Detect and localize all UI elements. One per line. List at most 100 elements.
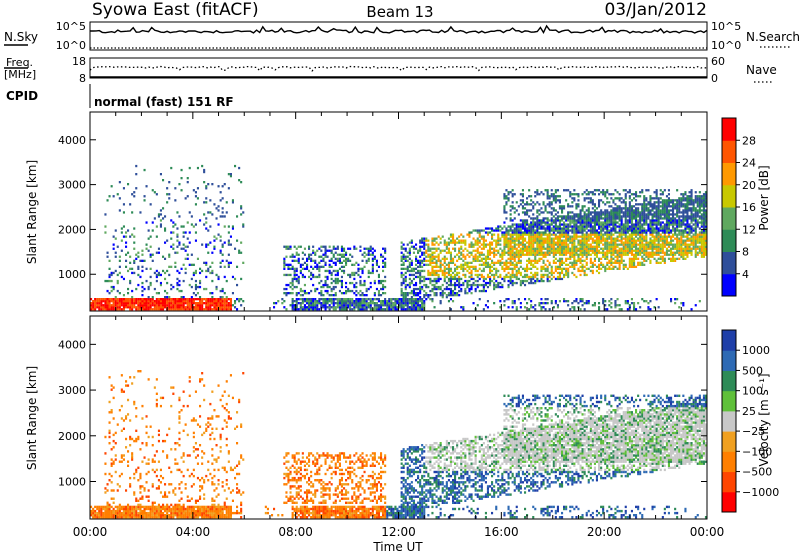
heatmap-cell bbox=[149, 283, 152, 287]
heatmap-cell bbox=[427, 277, 430, 281]
heatmap-cell bbox=[542, 275, 545, 279]
heatmap-cell bbox=[501, 257, 504, 260]
heatmap-cell bbox=[145, 221, 148, 224]
heatmap-cell bbox=[521, 241, 524, 244]
heatmap-cell bbox=[318, 267, 321, 270]
heatmap-cell bbox=[355, 271, 358, 275]
heatmap-cell bbox=[659, 233, 662, 236]
heatmap-cell bbox=[606, 201, 609, 204]
heatmap-cell bbox=[595, 249, 598, 252]
heatmap-cell bbox=[454, 255, 457, 258]
heatmap-cell bbox=[478, 267, 481, 270]
heatmap-cell bbox=[544, 233, 547, 236]
heatmap-cell bbox=[540, 257, 543, 260]
heatmap-cell bbox=[402, 292, 405, 295]
heatmap-cell bbox=[454, 241, 457, 244]
heatmap-cell bbox=[412, 269, 415, 273]
heatmap-cell bbox=[410, 261, 413, 264]
heatmap-cell bbox=[528, 195, 531, 198]
heatmap-cell bbox=[213, 245, 216, 248]
heatmap-cell bbox=[478, 239, 481, 242]
heatmap-cell bbox=[353, 273, 356, 277]
heatmap-cell bbox=[449, 308, 452, 311]
heatmap-cell bbox=[410, 296, 413, 299]
heatmap-cell bbox=[548, 237, 551, 240]
heatmap-cell bbox=[482, 277, 485, 281]
heatmap-cell bbox=[423, 283, 426, 287]
heatmap-cell bbox=[221, 185, 224, 188]
heatmap-cell bbox=[116, 193, 119, 196]
heatmap-cell bbox=[581, 249, 584, 252]
heatmap-cell bbox=[404, 277, 407, 281]
heatmap-cell bbox=[155, 302, 158, 305]
heatmap-cell bbox=[441, 283, 444, 287]
heatmap-cell bbox=[340, 283, 343, 287]
heatmap-cell bbox=[285, 283, 288, 287]
heatmap-cell bbox=[524, 231, 527, 234]
heatmap-cell bbox=[581, 223, 584, 226]
heatmap-cell bbox=[92, 304, 95, 307]
heatmap-cell bbox=[427, 243, 430, 246]
heatmap-cell bbox=[223, 275, 226, 279]
heatmap-cell bbox=[375, 302, 378, 305]
heatmap-cell bbox=[645, 203, 648, 206]
heatmap-cell bbox=[486, 263, 489, 266]
heatmap-cell bbox=[676, 298, 679, 301]
heatmap-cell bbox=[670, 257, 673, 260]
heatmap-cell bbox=[322, 306, 325, 309]
heatmap-cell bbox=[493, 253, 496, 256]
heatmap-cell bbox=[419, 265, 422, 268]
heatmap-cell bbox=[563, 241, 566, 244]
heatmap-cell bbox=[538, 251, 541, 254]
heatmap-cell bbox=[600, 209, 603, 212]
heatmap-cell bbox=[221, 207, 224, 210]
heatmap-cell bbox=[639, 225, 642, 228]
heatmap-cell bbox=[579, 259, 582, 262]
heatmap-cell bbox=[540, 279, 543, 283]
heatmap-cell bbox=[534, 249, 537, 252]
heatmap-cell bbox=[616, 251, 619, 254]
heatmap-cell bbox=[480, 269, 483, 273]
heatmap-cell bbox=[98, 304, 101, 307]
heatmap-cell bbox=[505, 261, 508, 264]
heatmap-cell bbox=[624, 201, 627, 204]
heatmap-cell bbox=[425, 283, 428, 287]
heatmap-cell bbox=[659, 227, 662, 230]
heatmap-cell bbox=[94, 302, 97, 305]
heatmap-cell bbox=[581, 231, 584, 234]
heatmap-cell bbox=[318, 273, 321, 277]
heatmap-cell bbox=[606, 239, 609, 242]
heatmap-cell bbox=[419, 239, 422, 242]
heatmap-cell bbox=[573, 227, 576, 230]
heatmap-cell bbox=[509, 263, 512, 266]
heatmap-cell bbox=[571, 219, 574, 222]
heatmap-cell bbox=[182, 231, 185, 234]
heatmap-cell bbox=[408, 257, 411, 260]
heatmap-cell bbox=[219, 298, 222, 301]
heatmap-cell bbox=[550, 203, 553, 206]
heatmap-cell bbox=[641, 211, 644, 214]
heatmap-cell bbox=[530, 279, 533, 283]
heatmap-cell bbox=[470, 261, 473, 264]
heatmap-cell bbox=[595, 241, 598, 244]
heatmap-cell bbox=[190, 277, 193, 281]
heatmap-cell bbox=[579, 253, 582, 256]
heatmap-cell bbox=[587, 213, 590, 216]
heatmap-cell bbox=[484, 231, 487, 234]
heatmap-cell bbox=[359, 267, 362, 270]
heatmap-cell bbox=[299, 298, 302, 301]
heatmap-cell bbox=[507, 267, 510, 270]
heatmap-cell bbox=[585, 247, 588, 250]
heatmap-cell bbox=[221, 300, 224, 303]
heatmap-cell bbox=[476, 241, 479, 244]
heatmap-cell bbox=[517, 225, 520, 228]
heatmap-cell bbox=[530, 259, 533, 262]
heatmap-cell bbox=[616, 207, 619, 210]
heatmap-cell bbox=[598, 223, 601, 226]
heatmap-cell bbox=[591, 233, 594, 236]
heatmap-cell bbox=[558, 219, 561, 222]
heatmap-cell bbox=[579, 247, 582, 250]
heatmap-cell bbox=[291, 306, 294, 309]
heatmap-cell bbox=[384, 300, 387, 303]
heatmap-cell bbox=[573, 219, 576, 222]
